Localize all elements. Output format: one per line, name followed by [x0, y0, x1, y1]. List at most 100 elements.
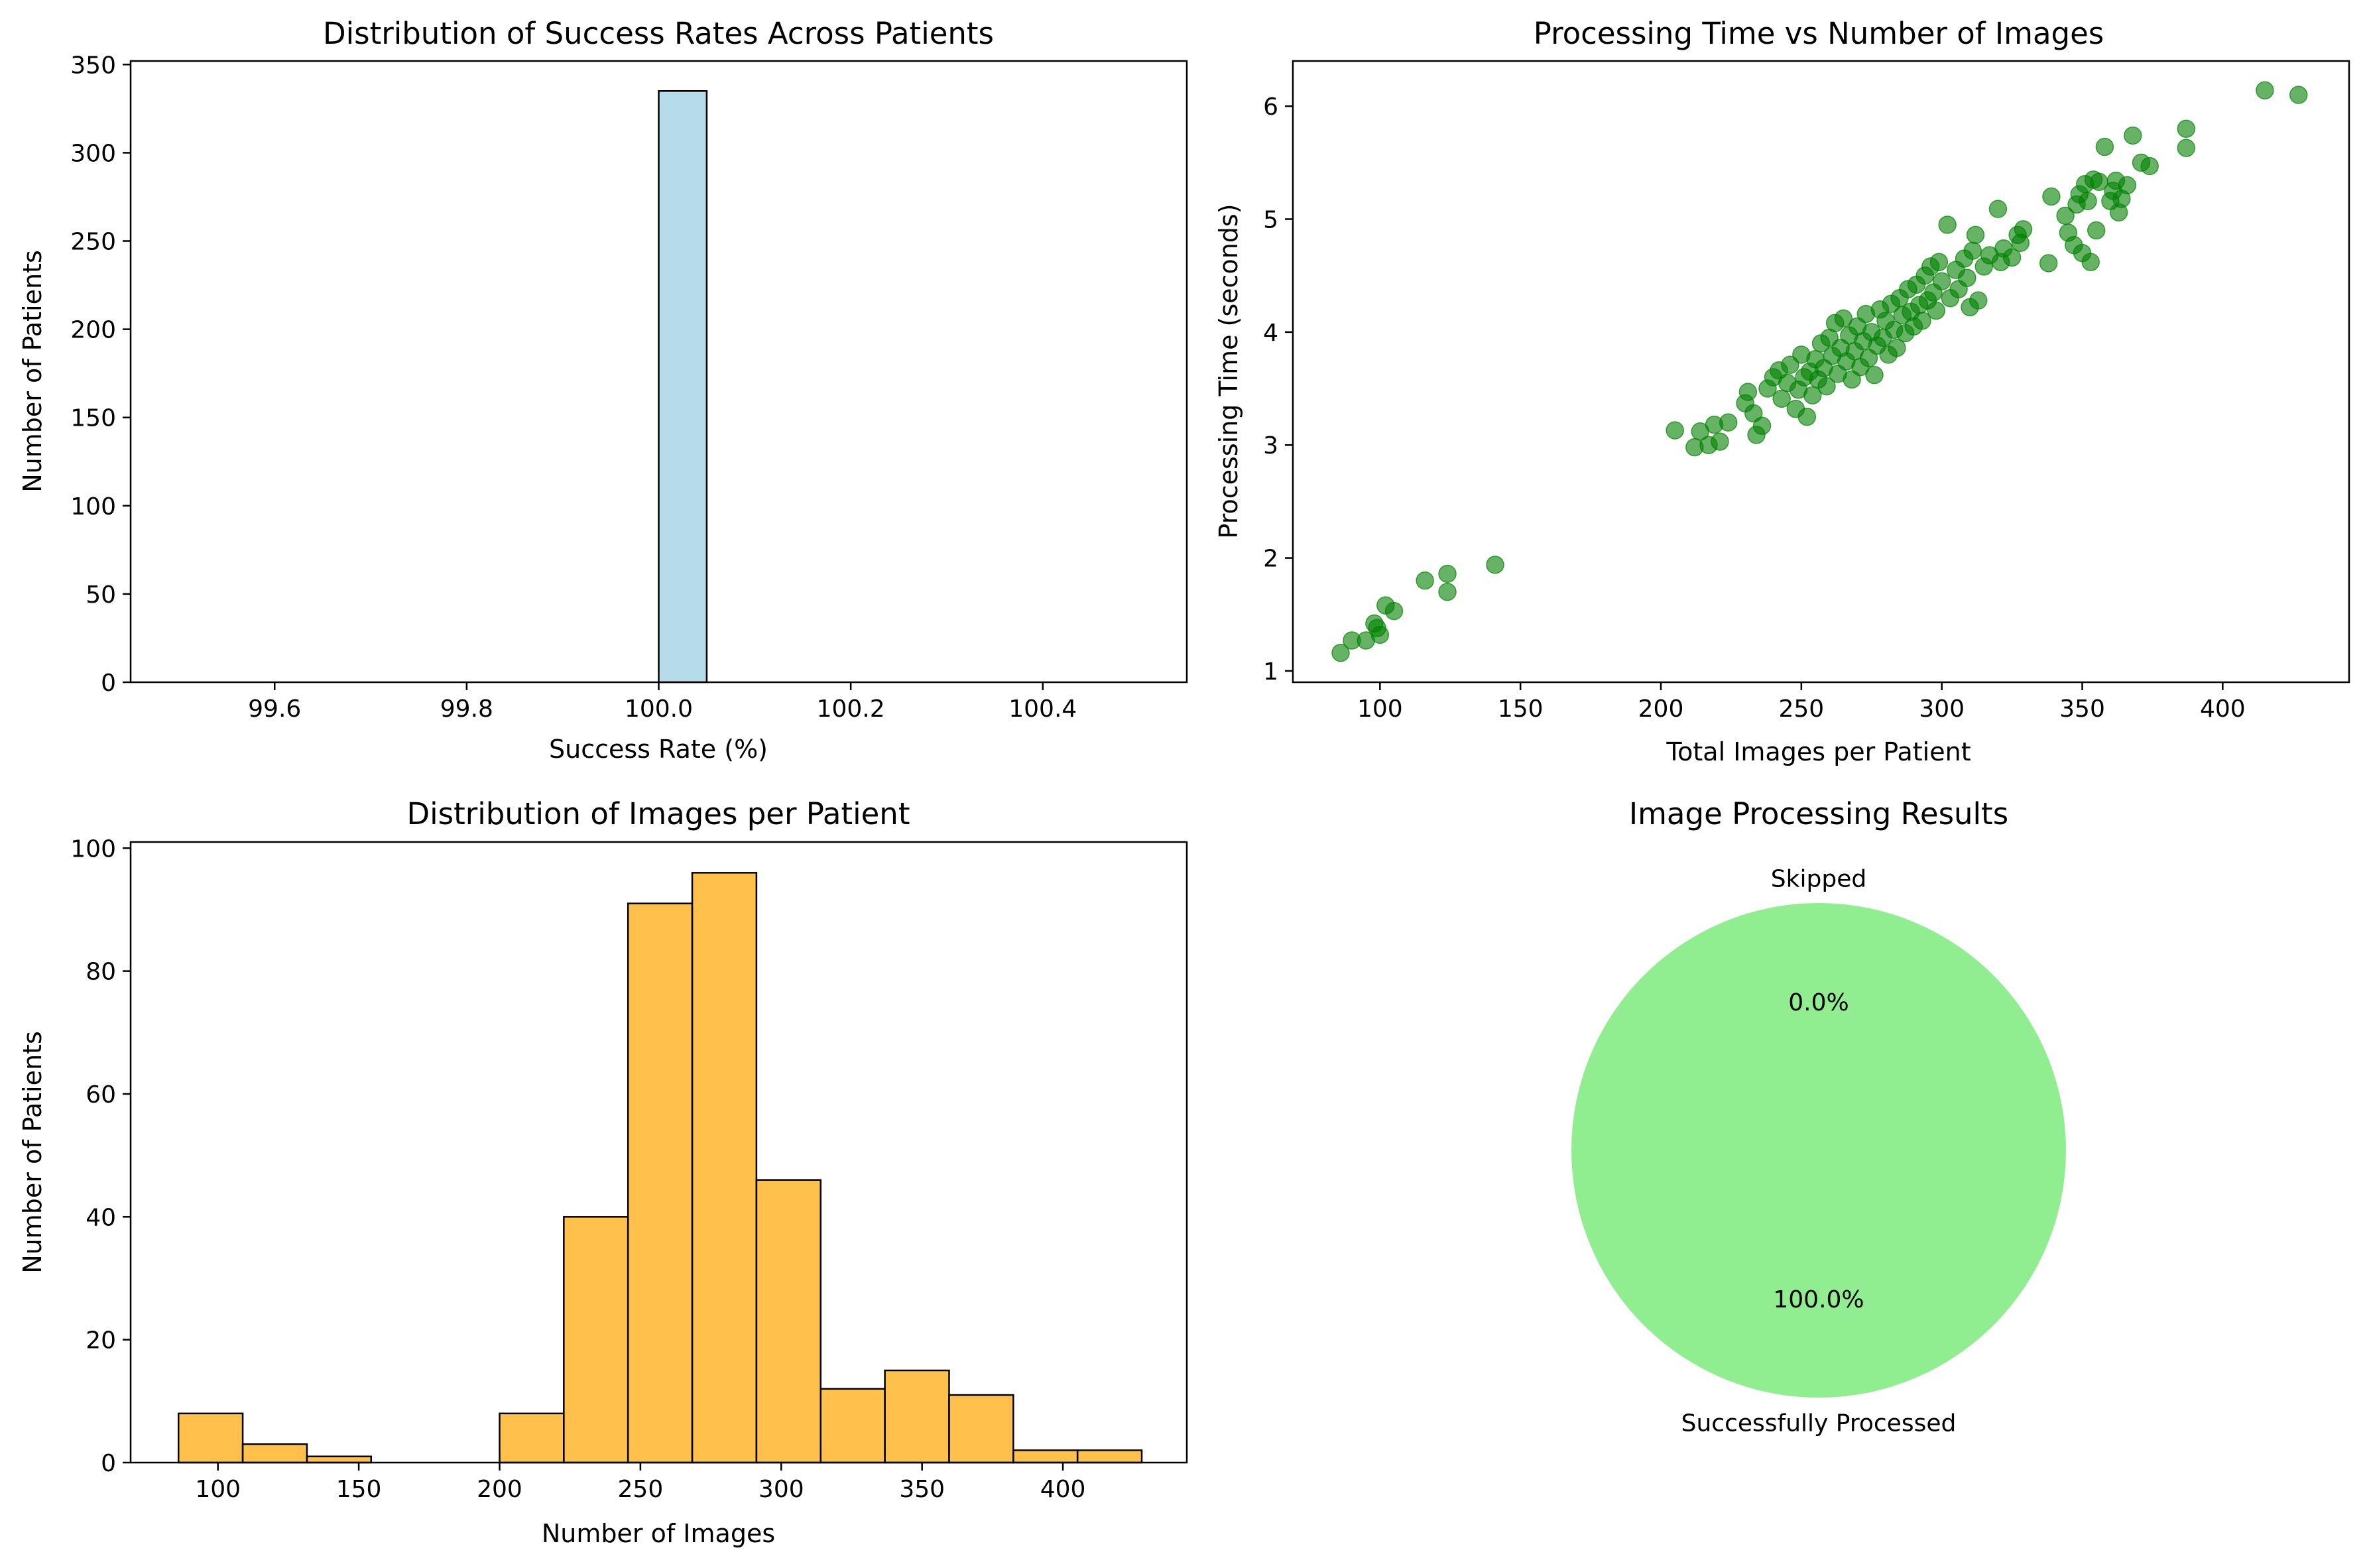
scatter-point [2140, 156, 2159, 176]
plot-frame [129, 841, 1188, 1464]
scatter-point [1938, 215, 1957, 234]
scatter-point [2124, 126, 2142, 145]
x-axis-label: Number of Images [542, 1519, 775, 1548]
scatter-point [1752, 416, 1772, 436]
y-tick-label: 250 [70, 229, 116, 256]
x-tick-label: 150 [1498, 695, 1544, 723]
scatter-point [1865, 365, 1884, 385]
scatter-point [1932, 272, 1951, 290]
x-tick-label: 100.2 [817, 695, 885, 723]
x-tick-label: 350 [2059, 695, 2105, 723]
chart-processing-time-scatter: Processing Time vs Number of Images 100 1… [1214, 16, 2350, 766]
x-tick-label: 100.4 [1008, 695, 1077, 723]
scatter-point [2039, 254, 2058, 272]
y-tick-label: 1 [1263, 658, 1278, 686]
scatter-point [2014, 220, 2033, 239]
y-tick-label: 200 [70, 317, 116, 344]
y-tick-label: 350 [70, 52, 116, 79]
y-tick-label: 100 [70, 835, 116, 863]
y-tick-label: 3 [1263, 432, 1278, 459]
scatter-point [2177, 139, 2196, 157]
x-axis-label: Success Rate (%) [549, 735, 768, 764]
y-tick-label: 2 [1263, 546, 1278, 573]
y-tick-label: 60 [86, 1081, 116, 1109]
x-tick-label: 350 [899, 1476, 945, 1503]
pie-slice [1571, 903, 2066, 1398]
x-tick-label: 400 [1040, 1476, 1086, 1503]
scatter-point [1384, 601, 1404, 621]
x-tick-label: 99.8 [440, 695, 493, 723]
histogram-bar [948, 1394, 1014, 1464]
scatter-point [2081, 253, 2100, 271]
histogram-bar [691, 872, 758, 1464]
y-tick-label: 100 [70, 493, 116, 520]
x-tick-label: 400 [2200, 695, 2246, 723]
pie-percent-label: 100.0% [1773, 1286, 1864, 1313]
y-tick-label: 6 [1263, 93, 1278, 121]
scatter-point [1370, 625, 1390, 644]
y-tick-label: 20 [86, 1327, 116, 1355]
x-tick-label: 300 [759, 1476, 804, 1503]
scatter-point [1817, 377, 1836, 396]
scatter-point [1666, 421, 1684, 440]
chart-title: Distribution of Success Rates Across Pat… [323, 16, 994, 51]
scatter-point [1438, 582, 1457, 601]
scatter-point [1963, 241, 1982, 260]
scatter-point [1966, 225, 1985, 245]
scatter-point [1797, 407, 1817, 426]
histogram-bar [306, 1455, 373, 1464]
scatter-point [1331, 643, 1350, 662]
histogram-bar [1012, 1449, 1079, 1464]
scatter-point [1772, 389, 1791, 408]
x-tick-label: 200 [1638, 695, 1684, 723]
scatter-point [2256, 81, 2274, 100]
histogram-bar [627, 902, 694, 1464]
scatter-point [1834, 309, 1853, 328]
y-tick-label: 150 [70, 405, 116, 432]
scatter-point [1438, 564, 1457, 583]
scatter-point [2079, 192, 2097, 211]
scatter-point [1416, 571, 1434, 590]
scatter-point [1803, 386, 1822, 405]
pie-label: Successfully Processed [1681, 1410, 1957, 1437]
x-tick-label: 100.0 [625, 695, 693, 723]
x-tick-label: 100 [1357, 695, 1403, 723]
scatter-point [2042, 187, 2061, 206]
x-tick-label: 150 [336, 1476, 382, 1503]
histogram-bar [1076, 1449, 1143, 1464]
y-tick-label: 300 [70, 140, 116, 167]
chart-title: Processing Time vs Number of Images [1534, 16, 2104, 51]
x-tick-label: 250 [618, 1476, 664, 1503]
scatter-point [1988, 200, 2008, 218]
x-tick-label: 200 [477, 1476, 522, 1503]
histogram-bar [884, 1369, 950, 1464]
x-tick-label: 300 [1919, 695, 1965, 723]
chart-image-processing-pie: Image Processing Results Successfully Pr… [1571, 796, 2066, 1437]
x-tick-label: 99.6 [248, 695, 301, 723]
scatter-point [1958, 269, 1976, 287]
scatter-point [2087, 221, 2106, 240]
y-tick-label: 5 [1263, 207, 1278, 234]
y-tick-label: 80 [86, 959, 116, 986]
histogram-bar [755, 1179, 822, 1464]
pie-percent-label: 0.0% [1788, 989, 1849, 1016]
scatter-point [1913, 312, 1931, 330]
histogram-bar [658, 90, 708, 684]
scatter-point [1969, 291, 1988, 310]
plot-frame [1292, 60, 2350, 684]
scatter-point [1888, 338, 1906, 357]
scatter-point [2002, 248, 2022, 267]
scatter-point [1719, 413, 1738, 432]
y-tick-label: 40 [86, 1204, 116, 1231]
histogram-bar [499, 1412, 565, 1464]
scatter-point [1738, 383, 1758, 401]
histogram-bar [177, 1412, 244, 1464]
y-tick-label: 4 [1263, 320, 1278, 347]
scatter-point [1486, 556, 1504, 574]
pie-label: Skipped [1771, 866, 1866, 893]
histogram-bar [563, 1216, 629, 1464]
scatter-point [2289, 86, 2308, 104]
y-axis-label: Number of Patients [18, 250, 47, 493]
y-axis-label: Number of Patients [18, 1031, 47, 1274]
